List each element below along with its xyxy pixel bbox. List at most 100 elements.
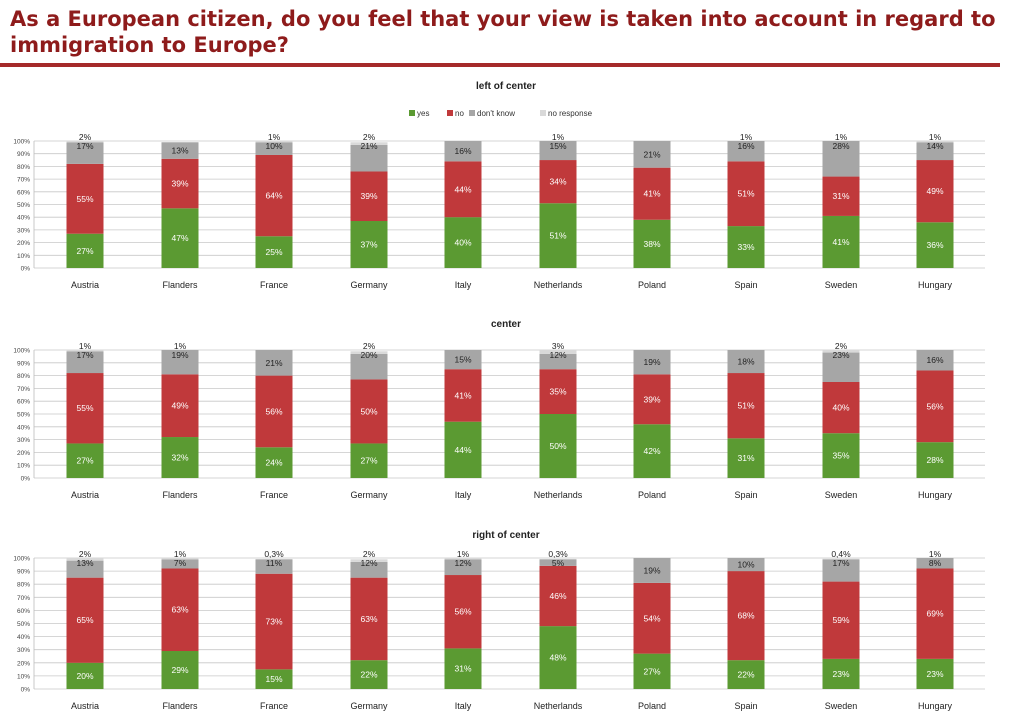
bar-don-t-know-spain — [727, 350, 765, 374]
data-label-no-response: 2% — [363, 341, 376, 351]
bar-don-t-know-netherlands — [539, 141, 577, 161]
bar-don-t-know-poland — [633, 558, 671, 583]
bar-yes-hungary — [916, 442, 954, 478]
data-label-yes: 51% — [549, 231, 566, 241]
data-label-no-response: 1% — [835, 132, 848, 142]
bar-no-flanders — [161, 568, 199, 652]
bar-yes-spain — [727, 226, 765, 268]
bar-don-t-know-sweden — [822, 141, 860, 177]
data-label-no: 55% — [76, 194, 93, 204]
bar-no-sweden — [822, 176, 860, 216]
y-tick-label: 30% — [17, 437, 30, 444]
bar-yes-sweden — [822, 215, 860, 268]
bar-don-t-know-poland — [633, 350, 671, 375]
legend-swatch-yes — [409, 110, 415, 116]
category-label-austria: Austria — [71, 490, 99, 500]
y-tick-label: 90% — [17, 569, 30, 576]
bar-don-t-know-flanders — [161, 142, 199, 159]
bar-no-netherlands — [539, 565, 577, 627]
data-label-no-response: 2% — [79, 132, 92, 142]
legend-label-no: no — [455, 109, 464, 118]
bar-no-sweden — [822, 382, 860, 434]
data-label-yes: 22% — [360, 670, 377, 680]
y-tick-label: 50% — [17, 412, 30, 419]
category-label-spain: Spain — [734, 280, 757, 290]
bar-no-germany — [350, 379, 388, 444]
data-label-no: 50% — [360, 406, 377, 416]
chart-title: center — [491, 319, 521, 330]
data-label-dont-know: 10% — [737, 560, 754, 570]
data-label-yes: 23% — [926, 669, 943, 679]
bar-yes-france — [255, 236, 293, 268]
data-label-yes: 36% — [926, 240, 943, 250]
bar-yes-germany — [350, 443, 388, 478]
data-label-no-response: 0,4% — [831, 549, 851, 559]
bar-no-flanders — [161, 158, 199, 209]
bar-don-t-know-sweden — [822, 352, 860, 382]
bar-no-italy — [444, 369, 482, 422]
bar-don-t-know-austria — [66, 142, 104, 164]
data-label-dont-know: 8% — [929, 558, 942, 568]
bar-no-france — [255, 573, 293, 670]
title-underline — [0, 63, 1000, 67]
chart-title: left of center — [476, 81, 536, 92]
bar-don-t-know-germany — [350, 561, 388, 578]
data-label-dont-know: 12% — [454, 558, 471, 568]
data-label-no-response: 1% — [174, 549, 187, 559]
bar-yes-flanders — [161, 651, 199, 689]
bar-don-t-know-netherlands — [539, 353, 577, 370]
bar-don-t-know-italy — [444, 141, 482, 162]
data-label-dont-know: 12% — [360, 558, 377, 568]
category-label-sweden: Sweden — [825, 280, 858, 290]
data-label-no: 39% — [643, 394, 660, 404]
chart-left-of-center: left of center yes no don't know no response… — [13, 81, 985, 290]
data-label-no: 56% — [926, 401, 943, 411]
category-label-austria: Austria — [71, 280, 99, 290]
y-tick-label: 90% — [17, 360, 30, 367]
category-label-france: France — [260, 280, 288, 290]
data-label-no: 46% — [549, 591, 566, 601]
data-label-dont-know: 12% — [549, 350, 566, 360]
legend-swatch-no-response — [540, 110, 546, 116]
data-label-yes: 41% — [832, 237, 849, 247]
category-label-hungary: Hungary — [918, 280, 953, 290]
bar-don-t-know-hungary — [916, 142, 954, 161]
data-label-no: 54% — [643, 613, 660, 623]
bar-don-t-know-austria — [66, 560, 104, 578]
data-label-dont-know: 21% — [265, 358, 282, 368]
bar-yes-italy — [444, 217, 482, 268]
data-label-dont-know: 16% — [737, 141, 754, 151]
bar-no-response-austria — [66, 558, 104, 561]
bar-don-t-know-poland — [633, 141, 671, 168]
data-label-no-response: 0,3% — [548, 549, 568, 559]
category-label-italy: Italy — [455, 701, 472, 711]
data-label-no-response: 1% — [740, 132, 753, 142]
y-tick-label: 0% — [21, 266, 31, 273]
data-label-yes: 32% — [171, 453, 188, 463]
data-label-no: 35% — [549, 387, 566, 397]
data-label-no: 64% — [265, 191, 282, 201]
bar-yes-poland — [633, 219, 671, 268]
category-label-sweden: Sweden — [825, 490, 858, 500]
data-label-dont-know: 16% — [454, 146, 471, 156]
bar-yes-austria — [66, 443, 104, 478]
bar-don-t-know-france — [255, 142, 293, 155]
data-label-no: 73% — [265, 617, 282, 627]
bar-no-response-netherlands — [539, 350, 577, 354]
data-label-dont-know: 14% — [926, 141, 943, 151]
bar-no-netherlands — [539, 369, 577, 414]
data-label-no: 39% — [171, 179, 188, 189]
bar-no-hungary — [916, 568, 954, 659]
bar-no-austria — [66, 163, 104, 234]
bar-no-response-flanders — [161, 558, 199, 560]
bar-no-response-germany — [350, 351, 388, 354]
y-tick-label: 80% — [17, 164, 30, 171]
category-label-germany: Germany — [350, 280, 388, 290]
bar-no-germany — [350, 577, 388, 661]
chart-legend: yes no don't know no response — [409, 109, 593, 118]
chart-center: center 0% 10% 20% 30% 40% 50% 60% 70% 80% 90% 100% 2… — [13, 319, 985, 500]
y-tick-label: 40% — [17, 424, 30, 431]
data-label-no-response: 2% — [363, 549, 376, 559]
data-label-no: 68% — [737, 611, 754, 621]
bar-no-poland — [633, 374, 671, 425]
